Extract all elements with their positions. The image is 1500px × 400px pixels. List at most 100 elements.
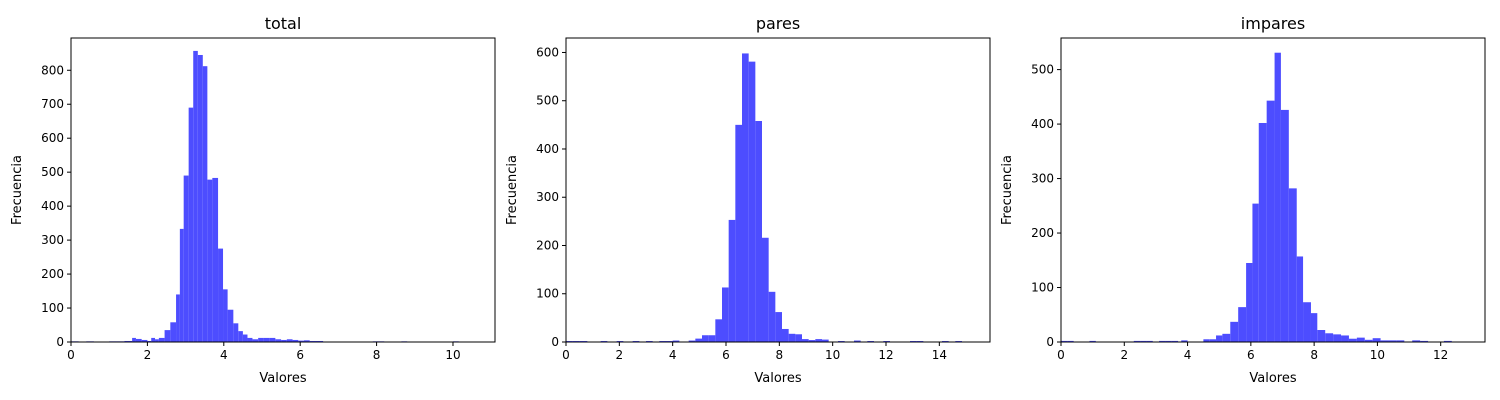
- histogram-bar: [132, 337, 136, 342]
- histogram-bar: [202, 66, 208, 342]
- x-tick-label: 6: [722, 348, 730, 362]
- histogram-bar: [1303, 302, 1311, 342]
- y-tick-label: 300: [41, 233, 64, 247]
- y-tick-label: 300: [536, 190, 559, 204]
- histogram-bar: [742, 53, 749, 342]
- y-tick-label: 400: [41, 199, 64, 213]
- histogram-bar: [281, 339, 287, 342]
- x-tick-label: 14: [932, 348, 947, 362]
- histogram-bar: [854, 340, 861, 342]
- histogram-bar: [193, 50, 198, 342]
- x-tick-label: 12: [878, 348, 893, 362]
- histogram-bar: [1209, 339, 1217, 342]
- histogram-bar: [1165, 340, 1172, 342]
- histogram-bar: [1364, 339, 1373, 342]
- histogram-bar: [1067, 340, 1074, 342]
- histogram-bar: [1317, 330, 1326, 342]
- histogram-bar: [252, 339, 259, 342]
- histogram-bar: [1266, 100, 1275, 343]
- histogram-bar: [1412, 340, 1421, 342]
- histogram-bars: [1061, 52, 1452, 343]
- x-axis-label: Valores: [259, 371, 306, 386]
- histogram-bar: [1238, 307, 1247, 342]
- histogram-bar: [822, 339, 829, 342]
- histogram-bar: [315, 340, 324, 342]
- histogram-bar: [672, 340, 680, 342]
- histogram-bar: [1203, 339, 1210, 342]
- histogram-bar: [292, 339, 299, 342]
- y-tick-label: 500: [1031, 63, 1054, 77]
- histogram-bar: [197, 54, 203, 342]
- y-tick-label: 700: [41, 97, 64, 111]
- histogram-bar: [802, 339, 809, 342]
- x-tick-label: 6: [1247, 348, 1255, 362]
- histogram-bar: [263, 337, 270, 342]
- histogram-bar: [247, 337, 253, 342]
- x-tick-label: 2: [1120, 348, 1128, 362]
- y-tick-label: 500: [41, 165, 64, 179]
- histogram-bar: [748, 61, 756, 342]
- histogram-bar: [1388, 340, 1397, 342]
- chart-1: 0 2 4 6 8 10 12 14 0 100 200 300 400 500 600 pares Valor…: [505, 14, 991, 386]
- histogram-bar: [1396, 340, 1405, 342]
- histogram-bar: [735, 124, 742, 342]
- x-tick-label: 8: [776, 348, 784, 362]
- chart-title: impares: [1241, 14, 1305, 33]
- histogram-bar: [242, 334, 248, 342]
- histogram-bar: [155, 339, 159, 342]
- y-tick-label: 100: [536, 287, 559, 301]
- y-tick-label: 200: [1031, 226, 1054, 240]
- histogram-bar: [309, 340, 316, 342]
- chart-title: pares: [756, 14, 800, 33]
- histogram-bar: [218, 248, 224, 342]
- histogram-bar: [1159, 340, 1166, 342]
- histogram-bar: [147, 340, 152, 342]
- histogram-bar: [124, 340, 133, 342]
- histogram-bar: [1420, 340, 1429, 342]
- x-tick-label: 10: [445, 348, 460, 362]
- histogram-bar: [715, 319, 722, 342]
- histogram-bar: [722, 287, 729, 342]
- histogram-bar: [782, 328, 789, 342]
- histogram-bar: [269, 337, 276, 342]
- chart-2: 0 2 4 6 8 10 12 0 100 200 300 400 500 impares Valores F…: [1000, 14, 1486, 386]
- histogram-bar: [1356, 337, 1365, 342]
- histogram-bar: [1372, 338, 1381, 342]
- x-tick-label: 4: [1184, 348, 1192, 362]
- y-tick-label: 800: [41, 63, 64, 77]
- histogram-bar: [688, 340, 696, 342]
- y-tick-label: 600: [41, 131, 64, 145]
- histogram-bar: [1230, 321, 1239, 342]
- y-tick-label: 600: [536, 45, 559, 59]
- x-tick-label: 0: [67, 348, 75, 362]
- y-axis-label: Frecuencia: [1000, 155, 1015, 225]
- histogram-bar: [1333, 334, 1342, 342]
- histogram-bars: [566, 53, 962, 342]
- x-tick-label: 0: [562, 348, 570, 362]
- histogram-bar: [788, 333, 796, 342]
- histogram-bar: [708, 335, 716, 342]
- histogram-bar: [1061, 340, 1068, 342]
- histogram-bar: [1216, 335, 1223, 342]
- y-tick-label: 500: [536, 94, 559, 108]
- histogram-bar: [1181, 340, 1188, 342]
- histogram-bar: [275, 339, 282, 342]
- y-tick-label: 0: [1046, 335, 1054, 349]
- histogram-bar: [233, 323, 239, 342]
- histogram-bar: [286, 339, 293, 342]
- y-tick-label: 300: [1031, 172, 1054, 186]
- histogram-bar: [158, 337, 165, 342]
- histogram-bar: [212, 177, 219, 342]
- histogram-bar: [1252, 203, 1259, 342]
- histogram-bar: [775, 312, 782, 342]
- y-tick-label: 200: [536, 238, 559, 252]
- x-axis-label: Valores: [1249, 371, 1296, 386]
- chart-0: 0 2 4 6 8 100100200300400500600700800totalVal…: [10, 14, 496, 386]
- histogram-bar: [1133, 340, 1141, 342]
- histogram-bar: [1280, 109, 1289, 342]
- y-axis-label: Frecuencia: [505, 155, 520, 225]
- x-tick-label: 10: [825, 348, 840, 362]
- histogram-bar: [238, 331, 243, 342]
- histogram-bar: [164, 330, 171, 342]
- x-tick-label: 10: [1370, 348, 1385, 362]
